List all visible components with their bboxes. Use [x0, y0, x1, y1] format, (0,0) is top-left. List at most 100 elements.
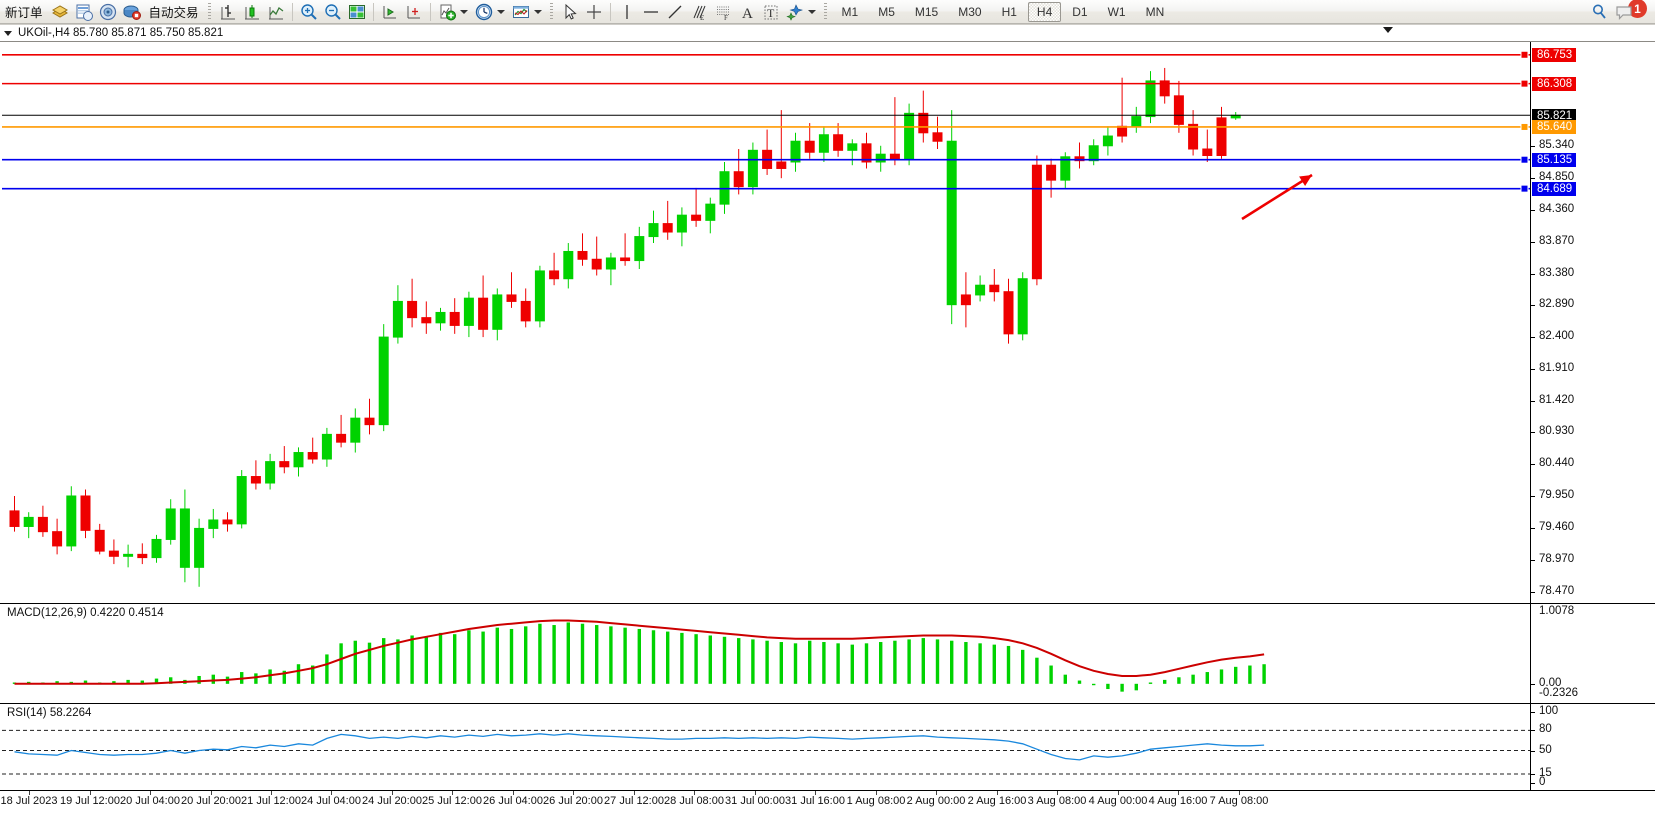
price-level-handle[interactable]: [1520, 79, 1529, 88]
time-axis[interactable]: 18 Jul 2023 19 Jul 12:00 20 Jul 04:00 20 Ju…: [0, 790, 1655, 811]
shift-end-icon[interactable]: [378, 1, 402, 23]
price-level-handle[interactable]: [1520, 155, 1529, 164]
zoom-out-icon[interactable]: [321, 1, 345, 23]
auto-scroll-icon[interactable]: [402, 1, 426, 23]
templates-dropdown-caret[interactable]: [533, 9, 542, 14]
rsi-axis-label: 0: [1539, 776, 1546, 788]
text-label-icon[interactable]: T: [759, 1, 783, 23]
price-level-handle[interactable]: [1520, 122, 1529, 131]
price-panel[interactable]: 85.340 84.850 84.360 83.870 83.380 82.890 82.4…: [0, 42, 1655, 603]
horizontal-line-icon[interactable]: [639, 1, 663, 23]
period-clock-icon[interactable]: [472, 1, 496, 23]
fibonacci-icon[interactable]: F: [711, 1, 735, 23]
text-icon[interactable]: A: [735, 1, 759, 23]
autotrading-button[interactable]: 自动交易: [144, 1, 204, 23]
macd-histogram-bar: [580, 623, 585, 684]
macd-histogram-bar: [637, 628, 641, 684]
vertical-line-icon[interactable]: [615, 1, 639, 23]
timeframe-h4[interactable]: H4: [1027, 1, 1062, 22]
elliott-wave-icon[interactable]: E: [687, 1, 711, 23]
price-axis-label: 79.950: [1539, 488, 1575, 501]
alerts-icon[interactable]: 1: [1612, 0, 1649, 23]
navigator-icon[interactable]: [96, 1, 120, 23]
cursor-icon[interactable]: [558, 1, 582, 23]
bar-chart-icon[interactable]: [216, 1, 240, 23]
arrow-annotation[interactable]: [1241, 173, 1313, 221]
timeframe-h1[interactable]: H1: [1001, 4, 1017, 19]
templates-icon[interactable]: [509, 1, 533, 23]
rsi-plot-area[interactable]: [2, 704, 1530, 790]
candle-body: [1088, 145, 1099, 162]
window-collapse-caret-icon[interactable]: [1383, 27, 1393, 33]
candle-body: [676, 214, 687, 233]
toolbar-grip-3[interactable]: [822, 2, 829, 21]
rsi-axis[interactable]: 100 80 50 15 0: [1530, 704, 1655, 790]
candle-body: [1046, 164, 1057, 181]
price-level-handle[interactable]: [1520, 50, 1529, 59]
line-chart-icon[interactable]: [264, 1, 288, 23]
price-plot-area[interactable]: [2, 42, 1530, 603]
time-axis-label: 18 Jul 2023: [0, 795, 58, 807]
timeframe-d1[interactable]: D1: [1072, 4, 1088, 19]
macd-histogram-bar: [495, 627, 499, 684]
timeframe-m5[interactable]: M5: [878, 4, 895, 19]
candlestick-chart: [2, 50, 1530, 587]
time-axis-label: 25 Jul 12:00: [422, 795, 482, 807]
chart-title: UKOil-,H4 85.780 85.871 85.750 85.821: [18, 27, 224, 39]
price-axis-label: 85.340: [1539, 139, 1575, 152]
new-order-button[interactable]: 新订单: [0, 1, 48, 23]
macd-histogram-bar: [467, 630, 471, 684]
candle-body: [932, 132, 943, 142]
candle-body: [1173, 95, 1184, 125]
macd-label: MACD(12,26,9) 0.4220 0.4514: [7, 607, 164, 619]
profiles-icon[interactable]: [48, 1, 72, 23]
search-icon[interactable]: [1588, 1, 1612, 23]
period-dropdown-caret[interactable]: [496, 9, 505, 14]
price-level-tag[interactable]: 86.753: [1532, 48, 1577, 63]
autotrading-icon[interactable]: [120, 1, 144, 23]
timeframe-m1[interactable]: M1: [841, 4, 859, 19]
market-watch-icon[interactable]: [72, 1, 96, 23]
trendline-icon[interactable]: [663, 1, 687, 23]
timeframe-m30[interactable]: M30: [958, 4, 982, 19]
price-axis-tick: [1531, 432, 1535, 434]
crosshair-icon[interactable]: [582, 1, 606, 23]
macd-histogram-bar: [1063, 674, 1067, 684]
toolbar-grip-2[interactable]: [548, 2, 555, 21]
candle-body: [1202, 148, 1213, 156]
candle-body: [776, 161, 787, 169]
time-axis-tick: [573, 791, 574, 795]
candle-body: [66, 495, 77, 547]
candle-body: [946, 140, 957, 306]
objects-icon[interactable]: [783, 1, 807, 23]
price-level-tag[interactable]: 85.821: [1532, 108, 1577, 123]
price-axis[interactable]: 85.340 84.850 84.360 83.870 83.380 82.890 82.4…: [1530, 42, 1655, 603]
tile-windows-icon[interactable]: [345, 1, 369, 23]
macd-axis[interactable]: 1.0078 0.00 -0.2326: [1530, 604, 1655, 703]
zoom-in-icon[interactable]: [297, 1, 321, 23]
macd-panel[interactable]: MACD(12,26,9) 0.4220 0.4514 1.0078 0.00 -0…: [0, 603, 1655, 703]
candle-body: [691, 214, 702, 221]
price-level-tag[interactable]: 85.135: [1532, 153, 1577, 168]
price-level-tag[interactable]: 84.689: [1532, 182, 1577, 197]
candle-body: [378, 336, 389, 426]
macd-histogram-bar: [1219, 669, 1224, 684]
rsi-panel[interactable]: RSI(14) 58.2264 100 80 50 15 0: [0, 703, 1655, 790]
price-level-tag[interactable]: 85.640: [1532, 120, 1577, 135]
notification-badge[interactable]: 1: [1628, 0, 1647, 18]
macd-histogram-bar: [509, 628, 514, 684]
candlestick-chart-icon[interactable]: [240, 1, 264, 23]
price-axis-tick: [1531, 368, 1535, 370]
chart-menu-icon[interactable]: [4, 30, 12, 36]
price-level-handle[interactable]: [1520, 184, 1529, 193]
timeframe-m15[interactable]: M15: [914, 4, 939, 19]
timeframe-w1[interactable]: W1: [1107, 4, 1126, 19]
price-axis-tick: [1531, 273, 1535, 275]
toolbar-grip-1[interactable]: [206, 2, 213, 21]
macd-plot-area[interactable]: [2, 604, 1530, 703]
timeframe-mn[interactable]: MN: [1145, 4, 1165, 19]
add-indicator-icon[interactable]: [435, 1, 459, 23]
objects-dropdown-caret[interactable]: [807, 9, 816, 14]
price-level-tag[interactable]: 86.308: [1532, 77, 1577, 92]
add-indicator-dropdown-caret[interactable]: [459, 9, 468, 14]
